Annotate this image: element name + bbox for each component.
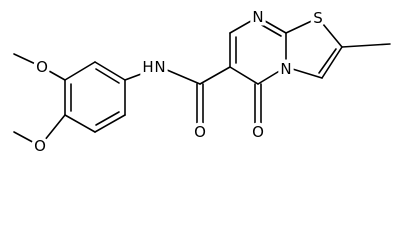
bond — [159, 66, 201, 85]
bond — [317, 17, 343, 48]
bond — [95, 68, 120, 84]
atom-label: N — [280, 60, 291, 78]
bonds — [13, 16, 391, 147]
atom-label: N — [252, 8, 263, 26]
bond — [95, 111, 120, 126]
bond — [229, 16, 259, 34]
bond — [64, 61, 96, 81]
bond — [13, 53, 43, 68]
atom-label: S — [313, 9, 323, 27]
bond — [257, 66, 287, 85]
atom-labels: O O N H O O N S N — [31, 5, 327, 158]
atom-label: N — [154, 58, 165, 76]
bond — [341, 43, 391, 48]
bond — [285, 66, 323, 79]
molecule-diagram: O O N H O O N S N — [13, 5, 391, 158]
atom-label: O — [194, 123, 206, 141]
atom-label: H — [142, 58, 153, 76]
bond — [257, 16, 287, 34]
bond — [199, 66, 231, 85]
bond — [321, 46, 343, 79]
atom-label: O — [36, 58, 48, 76]
bond — [13, 131, 41, 147]
bond — [318, 48, 337, 74]
bond — [94, 61, 126, 81]
bond — [39, 114, 66, 147]
bond — [64, 114, 96, 133]
atom-label: O — [252, 123, 264, 141]
bond — [41, 66, 66, 81]
bond — [94, 114, 126, 133]
bond — [259, 23, 282, 37]
atom-label: O — [34, 137, 46, 155]
bond — [285, 17, 319, 34]
bond — [229, 66, 259, 85]
bond — [124, 66, 161, 81]
